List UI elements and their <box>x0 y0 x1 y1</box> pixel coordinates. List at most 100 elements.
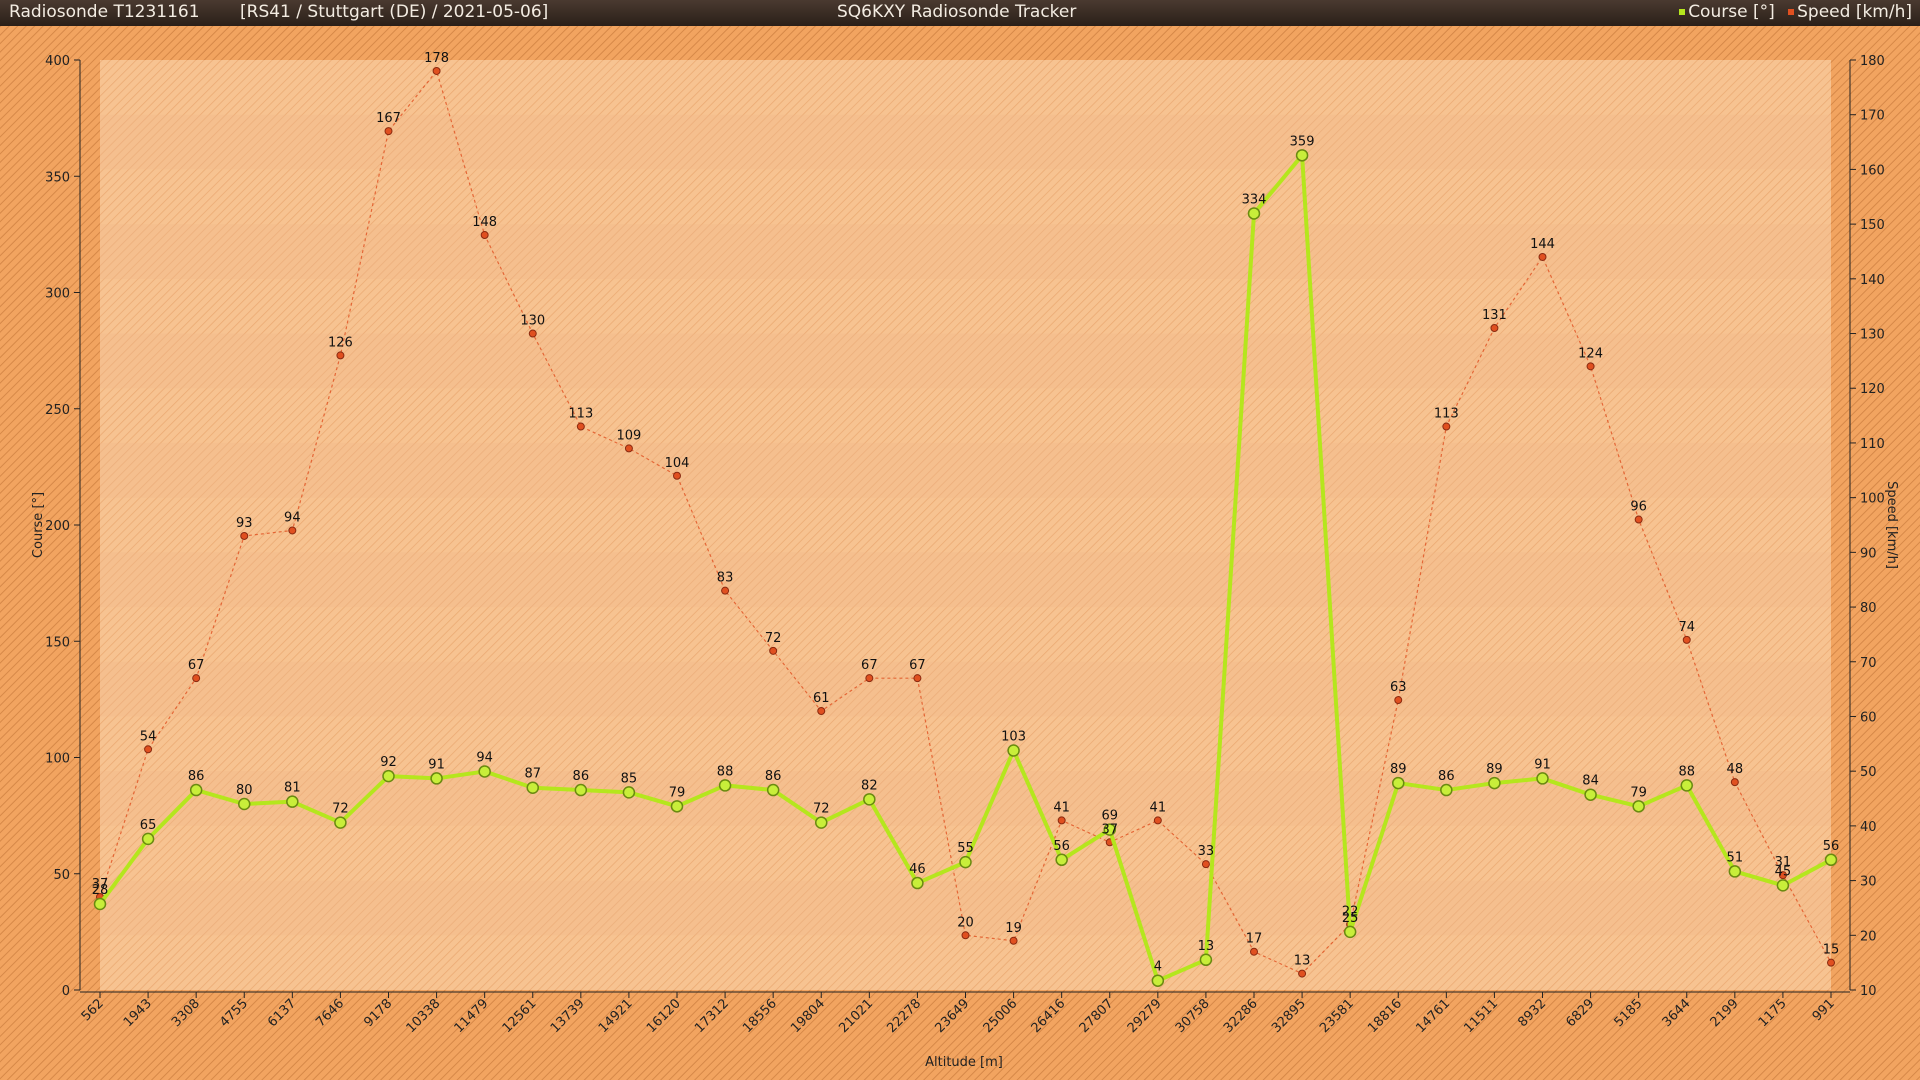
speed-data-label: 113 <box>1434 407 1459 422</box>
course-point <box>1151 974 1165 987</box>
course-data-label: 69 <box>1101 809 1118 824</box>
speed-data-label: 148 <box>472 215 497 230</box>
speed-point <box>865 674 874 683</box>
right-axis-title: Speed [km/h] <box>1884 481 1899 569</box>
course-data-label: 87 <box>524 767 541 782</box>
right-tick-label: 170 <box>1860 109 1885 124</box>
speed-data-label: 13 <box>1294 954 1311 969</box>
speed-point <box>528 329 537 338</box>
course-point <box>1536 772 1549 785</box>
course-point <box>1103 823 1116 836</box>
grid-band <box>100 224 1831 279</box>
course-data-label: 359 <box>1290 134 1315 149</box>
speed-data-label: 41 <box>1053 800 1070 815</box>
legend: Course [°] Speed [km/h] <box>1679 2 1912 22</box>
course-data-label: 84 <box>1582 774 1599 789</box>
course-point <box>959 855 972 869</box>
speed-point <box>817 707 826 715</box>
speed-data-label: 19 <box>1005 921 1022 936</box>
speed-data-label: 33 <box>1198 844 1215 859</box>
sonde-title: Radiosonde T1231161 <box>9 2 200 22</box>
course-point <box>526 781 539 794</box>
right-tick-label: 130 <box>1860 328 1885 343</box>
course-data-label: 79 <box>1630 785 1647 800</box>
course-point <box>863 793 876 806</box>
course-point <box>1247 207 1261 220</box>
course-point <box>815 816 828 829</box>
speed-data-label: 104 <box>665 456 690 471</box>
course-point <box>1632 800 1645 813</box>
course-data-label: 86 <box>573 769 590 784</box>
speed-data-label: 63 <box>1390 680 1407 695</box>
course-data-label: 86 <box>1438 769 1455 784</box>
speed-point <box>576 422 585 431</box>
course-point <box>622 786 636 799</box>
right-tick-label: 20 <box>1860 929 1877 944</box>
course-data-label: 79 <box>669 785 686 800</box>
speed-point <box>769 646 778 655</box>
speed-data-label: 144 <box>1530 237 1555 252</box>
course-point <box>574 783 588 797</box>
course-point <box>1007 744 1020 757</box>
course-data-label: 81 <box>284 781 301 796</box>
course-point <box>1055 853 1068 867</box>
speed-data-label: 67 <box>188 658 205 673</box>
speed-point <box>288 526 297 535</box>
speed-point <box>1250 947 1258 956</box>
speed-point <box>1490 324 1499 333</box>
legend-course-swatch <box>1679 9 1686 15</box>
course-data-label: 56 <box>1823 839 1840 854</box>
course-data-label: 65 <box>140 818 157 833</box>
speed-data-label: 20 <box>957 915 974 930</box>
speed-point <box>721 586 730 595</box>
speed-point <box>961 931 970 940</box>
speed-data-label: 96 <box>1630 500 1647 515</box>
speed-data-label: 15 <box>1823 943 1840 958</box>
speed-data-label: 167 <box>376 111 401 126</box>
speed-point <box>1586 362 1595 371</box>
right-tick-label: 180 <box>1860 54 1885 69</box>
course-data-label: 72 <box>332 802 349 817</box>
course-data-label: 51 <box>1727 850 1744 865</box>
grid-band <box>100 880 1831 936</box>
course-data-label: 88 <box>1678 764 1695 779</box>
right-tick-label: 40 <box>1860 820 1877 835</box>
left-tick-label: 200 <box>45 519 70 534</box>
course-point <box>1199 953 1213 967</box>
course-point <box>382 769 395 783</box>
course-data-label: 86 <box>188 769 205 784</box>
speed-data-label: 113 <box>568 407 593 422</box>
speed-data-label: 17 <box>1246 932 1263 947</box>
course-point <box>1824 853 1838 867</box>
course-data-label: 4 <box>1154 960 1162 975</box>
right-tick-label: 50 <box>1860 765 1877 780</box>
course-point <box>93 897 107 911</box>
course-data-label: 72 <box>813 802 830 817</box>
speed-data-label: 67 <box>861 658 878 673</box>
speed-data-label: 74 <box>1678 620 1695 635</box>
speed-point <box>240 531 249 540</box>
course-data-label: 94 <box>476 750 493 765</box>
grid-band <box>100 771 1831 826</box>
speed-point <box>1298 969 1307 978</box>
speed-data-label: 178 <box>424 51 449 66</box>
course-data-label: 56 <box>1053 839 1070 854</box>
speed-point <box>1057 816 1066 825</box>
course-point <box>1440 783 1453 797</box>
speed-data-label: 48 <box>1727 762 1744 777</box>
left-tick-label: 250 <box>45 403 70 418</box>
speed-data-label: 126 <box>328 335 353 350</box>
speed-data-label: 31 <box>1775 855 1792 870</box>
grid-band <box>100 442 1831 498</box>
speed-point <box>480 231 489 240</box>
course-point <box>141 832 155 846</box>
course-point <box>670 800 684 813</box>
speed-data-label: 54 <box>140 729 157 744</box>
course-data-label: 103 <box>1001 730 1026 745</box>
left-tick-label: 50 <box>53 868 70 883</box>
course-point <box>334 816 347 829</box>
speed-data-label: 130 <box>520 314 545 329</box>
speed-data-label: 37 <box>92 877 109 892</box>
course-point <box>1295 149 1309 162</box>
course-point <box>911 876 924 890</box>
